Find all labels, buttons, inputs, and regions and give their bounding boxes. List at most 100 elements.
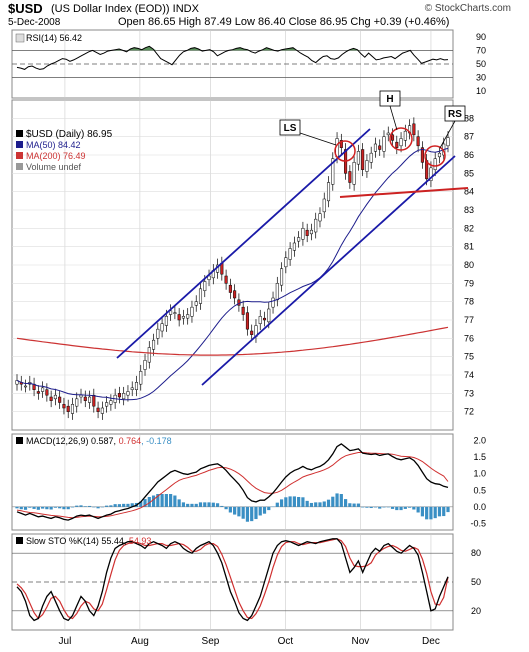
price-tick-label: 82 (464, 223, 474, 233)
macd-histogram-bar (262, 506, 267, 514)
macd-histogram-bar (361, 506, 365, 508)
price-tick-label: 85 (464, 168, 474, 178)
candle-body (164, 316, 168, 326)
candle-body (122, 393, 126, 400)
price-legend-entry: Volume undef (26, 162, 82, 172)
macd-histogram-bar (87, 505, 92, 507)
candle-body (339, 140, 343, 148)
macd-histogram-bar (288, 496, 292, 507)
candle-body (258, 316, 262, 324)
macd-histogram-bar (429, 506, 433, 520)
candle-body (152, 339, 156, 350)
macd-histogram-bar (126, 503, 130, 507)
month-label: Dec (422, 636, 440, 647)
price-legend-swatch (16, 141, 23, 148)
macd-histogram-bar (446, 506, 450, 513)
macd-histogram-bar (407, 506, 412, 508)
macd-tick-label: 1.0 (473, 469, 486, 479)
macd-histogram-bar (399, 506, 403, 511)
macd-histogram-bar (318, 502, 322, 507)
macd-histogram-bar (425, 506, 429, 520)
macd-legend: MACD(12,26,9) 0.587, 0.764, -0.178 (26, 436, 172, 446)
candle-body (403, 130, 407, 141)
candle-body (198, 288, 203, 304)
rsi-tick-label: 50 (476, 59, 486, 69)
candle-body (45, 389, 49, 396)
macd-histogram-bar (348, 503, 352, 507)
candle-body (348, 171, 352, 183)
macd-histogram-bar (442, 506, 446, 517)
candle-body (301, 228, 305, 240)
candle-body (41, 387, 45, 392)
candle-body (147, 347, 151, 363)
macd-histogram-bar (58, 506, 62, 509)
macd-histogram-bar (331, 496, 335, 507)
macd-histogram-bar (309, 502, 314, 507)
candle-body (267, 308, 271, 323)
sto-tick-label: 50 (471, 577, 481, 587)
annotation-circle (424, 145, 446, 167)
rsi-tick-label: 30 (476, 73, 486, 83)
macd-histogram-bar (267, 506, 271, 511)
rsi-tick-label: 70 (476, 45, 486, 55)
macd-histogram-bar (386, 506, 390, 508)
candle-body (292, 242, 296, 251)
macd-histogram-bar (160, 494, 164, 507)
macd-histogram-bar (117, 504, 122, 507)
macd-histogram-bar (147, 496, 151, 507)
candle-body (429, 167, 433, 181)
candle-body (369, 152, 373, 163)
upper-channel-line (116, 128, 371, 359)
rsi-tick-label: 10 (476, 86, 486, 96)
candle-body (88, 396, 92, 403)
sto-legend-swatch (16, 537, 23, 544)
candle-body (181, 316, 185, 319)
macd-histogram-bar (177, 499, 181, 507)
macd-histogram-bar (49, 506, 53, 510)
candle-body (322, 198, 326, 213)
ohlc-summary: Open 86.65 High 87.49 Low 86.40 Close 86… (118, 16, 450, 28)
macd-histogram-bar (373, 506, 378, 508)
candle-body (309, 229, 313, 235)
macd-histogram-bar (83, 506, 87, 507)
candle-body (186, 314, 190, 319)
price-legend-entry: MA(50) 84.42 (26, 140, 81, 150)
macd-histogram-bar (301, 497, 305, 507)
candle-body (75, 398, 79, 407)
macd-histogram-bar (75, 505, 79, 507)
price-tick-label: 74 (464, 370, 474, 380)
candle-body (382, 136, 386, 152)
macd-histogram-bar (41, 506, 45, 509)
candle-body (53, 394, 57, 400)
macd-histogram-bar (352, 503, 356, 507)
macd-histogram-bar (156, 494, 160, 507)
candle-body (83, 396, 87, 401)
macd-tick-label: 2.0 (473, 436, 486, 446)
month-label: Sep (202, 636, 220, 647)
macd-histogram-bar (23, 506, 28, 510)
macd-histogram-bar (292, 496, 296, 507)
annotation-label: H (386, 94, 393, 105)
macd-histogram-bar (211, 502, 215, 507)
candle-body (271, 297, 275, 308)
annotation-pointer (389, 105, 398, 131)
macd-histogram-bar (335, 493, 339, 507)
macd-histogram-bar (220, 505, 224, 507)
lower-channel-line (201, 155, 456, 386)
macd-histogram-bar (420, 506, 424, 517)
candle-body (96, 407, 100, 412)
macd-histogram-bar (284, 497, 288, 507)
macd-histogram-bar (143, 499, 147, 507)
month-label: Oct (278, 636, 294, 647)
annotation-label: LS (284, 123, 297, 134)
macd-histogram-bar (322, 501, 326, 507)
macd-histogram-bar (15, 506, 19, 509)
price-legend-swatch (16, 152, 23, 159)
candle-body (109, 400, 113, 405)
candle-body (143, 360, 147, 370)
macd-histogram-bar (186, 503, 190, 507)
candle-body (395, 141, 399, 148)
macd-histogram-bar (139, 501, 143, 507)
macd-tick-label: 1.5 (473, 452, 486, 462)
candle-body (228, 284, 232, 293)
